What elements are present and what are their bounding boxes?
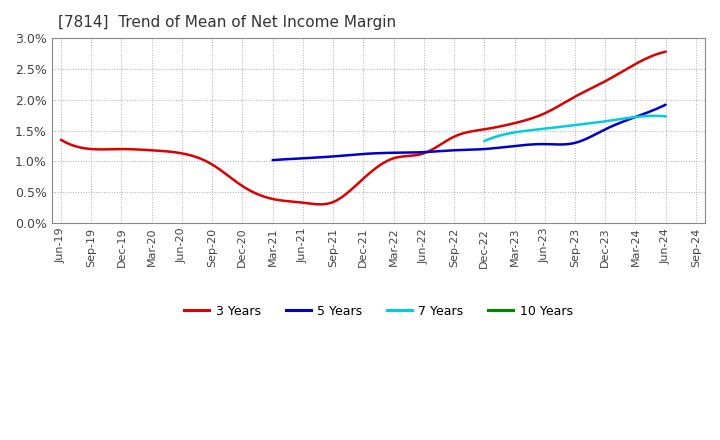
- Legend: 3 Years, 5 Years, 7 Years, 10 Years: 3 Years, 5 Years, 7 Years, 10 Years: [179, 300, 577, 323]
- Text: [7814]  Trend of Mean of Net Income Margin: [7814] Trend of Mean of Net Income Margi…: [58, 15, 397, 30]
